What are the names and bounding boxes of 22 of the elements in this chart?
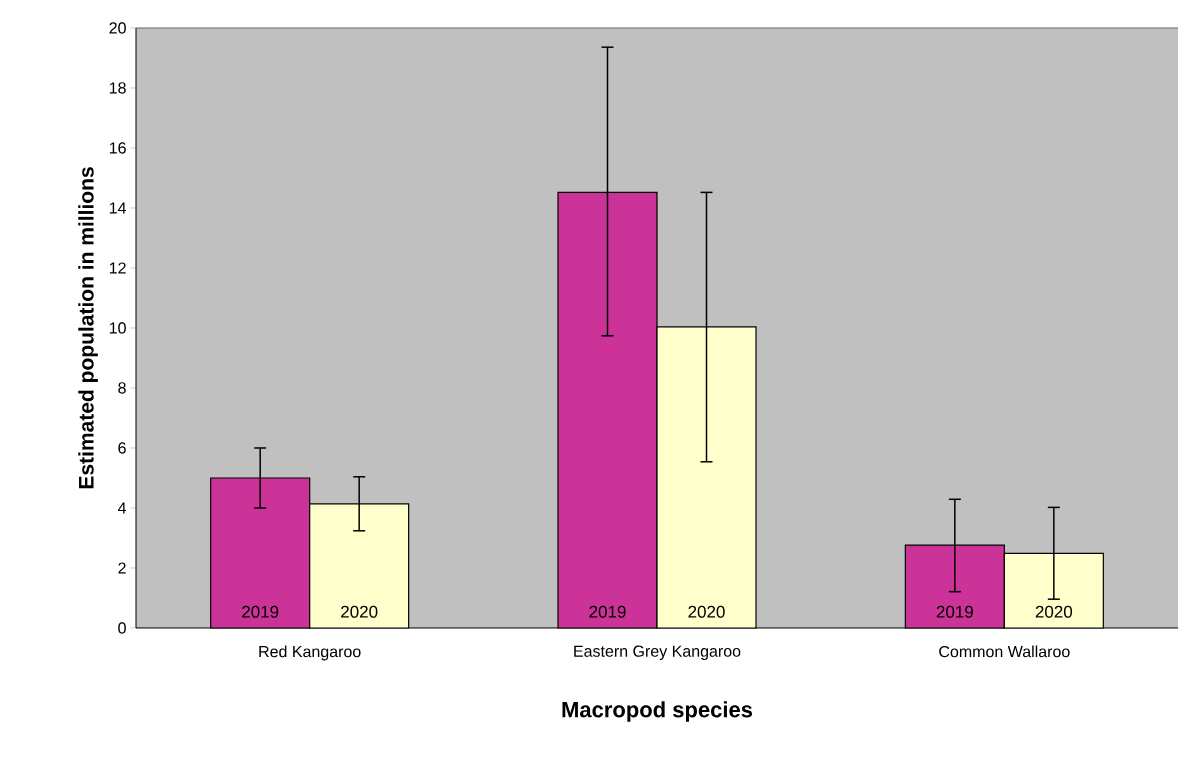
series-label: 2020: [341, 605, 378, 618]
x-tick-label: Red Kangaroo: [259, 645, 361, 661]
y-tick-label: 16: [109, 142, 126, 154]
x-axis-title: Macropod species: [562, 701, 753, 722]
text: 2020: [1035, 605, 1073, 618]
y-tick-label: 2: [118, 562, 126, 574]
y-tick-label: 8: [118, 382, 126, 394]
y-tick-label: 0: [118, 622, 126, 634]
y-tick-label: 12: [109, 262, 126, 274]
x-tick-label: Eastern Grey Kangaroo: [574, 645, 741, 661]
y-tick-label: 20: [109, 22, 126, 34]
y-tick-label: 14: [109, 202, 127, 214]
text: 2020: [688, 605, 725, 618]
y-tick-label: 6: [118, 442, 126, 454]
y-tick-label: 4: [117, 502, 127, 514]
y-axis-title: Estimated population in millions: [78, 167, 98, 489]
text: 2019: [936, 605, 973, 618]
y-tick-label: 18: [109, 82, 126, 94]
text: 2019: [589, 605, 626, 618]
x-tick-label: Common Wallaroo: [939, 645, 1070, 658]
series-label: 2019: [242, 605, 279, 618]
y-tick-label: 10: [109, 322, 126, 334]
